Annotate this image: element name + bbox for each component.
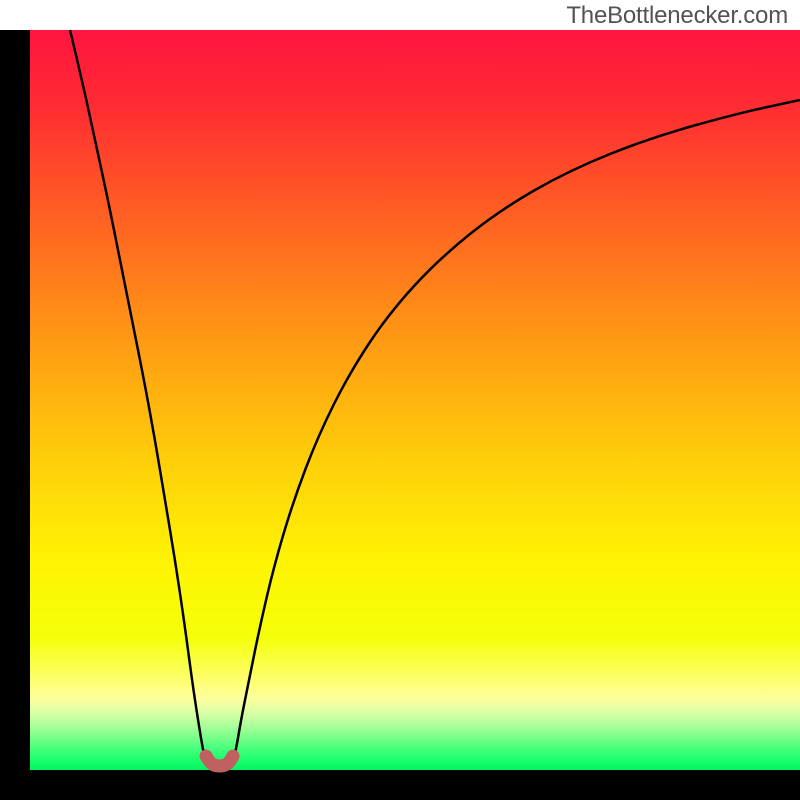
curve-right-branch [233,100,800,762]
chart-container: TheBottlenecker.com [0,0,800,800]
curve-overlay [0,0,800,800]
curve-left-branch [70,30,206,762]
curve-bottom-marker [206,756,233,766]
watermark-text: TheBottlenecker.com [566,2,788,30]
